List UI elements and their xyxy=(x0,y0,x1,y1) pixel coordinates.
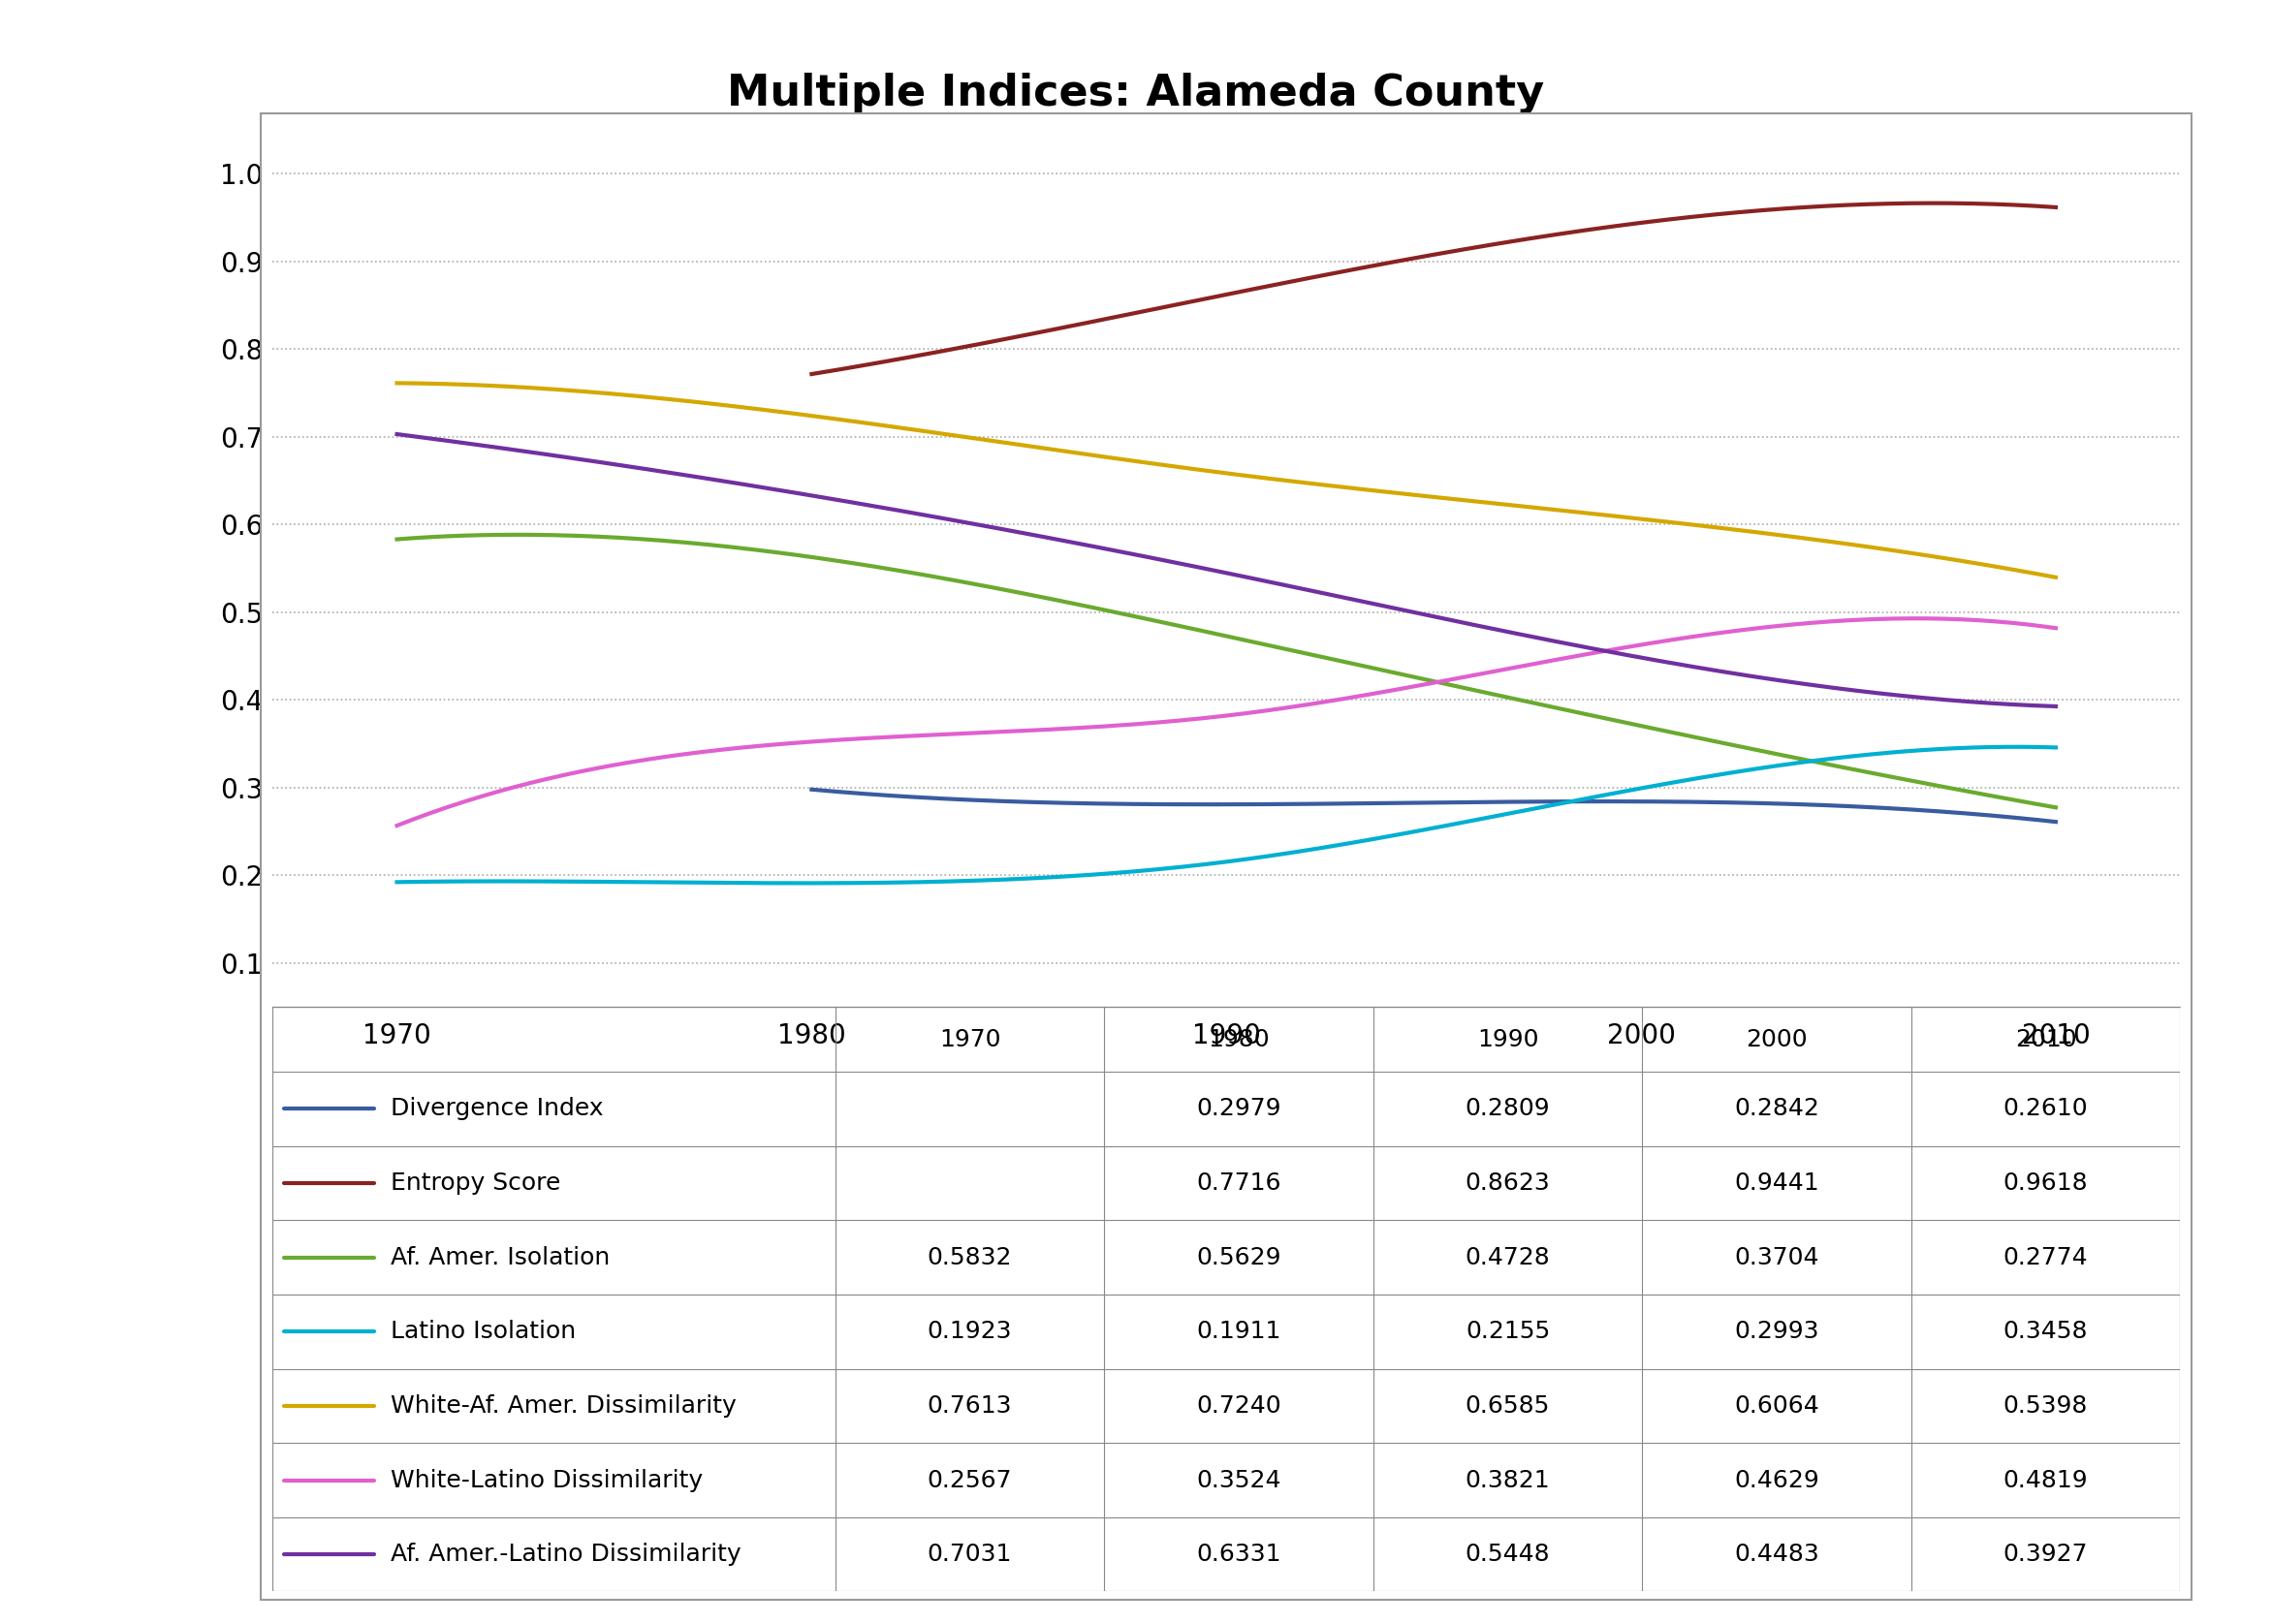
Text: 0.7031: 0.7031 xyxy=(927,1543,1013,1566)
Text: Latino Isolation: Latino Isolation xyxy=(391,1320,577,1343)
Text: 0.5448: 0.5448 xyxy=(1465,1543,1551,1566)
Text: 0.4728: 0.4728 xyxy=(1465,1246,1551,1268)
Text: 0.4819: 0.4819 xyxy=(2003,1468,2087,1492)
Text: 1980: 1980 xyxy=(1208,1028,1269,1051)
Text: 2010: 2010 xyxy=(2014,1028,2076,1051)
Text: 0.3704: 0.3704 xyxy=(1735,1246,1819,1268)
Text: 0.4629: 0.4629 xyxy=(1735,1468,1819,1492)
Text: 0.5398: 0.5398 xyxy=(2003,1395,2087,1418)
Text: 0.7716: 0.7716 xyxy=(1197,1171,1281,1195)
Text: 0.2979: 0.2979 xyxy=(1197,1098,1281,1121)
Text: 0.2774: 0.2774 xyxy=(2003,1246,2087,1268)
Text: 0.2809: 0.2809 xyxy=(1465,1098,1551,1121)
Text: 0.3927: 0.3927 xyxy=(2003,1543,2087,1566)
Text: 0.2993: 0.2993 xyxy=(1735,1320,1819,1343)
Text: 1970: 1970 xyxy=(938,1028,1002,1051)
Text: 0.1911: 0.1911 xyxy=(1197,1320,1281,1343)
Text: 0.3458: 0.3458 xyxy=(2003,1320,2087,1343)
Text: White-Latino Dissimilarity: White-Latino Dissimilarity xyxy=(391,1468,704,1492)
Text: 0.7240: 0.7240 xyxy=(1197,1395,1281,1418)
Text: 0.6331: 0.6331 xyxy=(1197,1543,1281,1566)
Text: 1990: 1990 xyxy=(1476,1028,1537,1051)
Text: 0.4483: 0.4483 xyxy=(1735,1543,1819,1566)
Text: 2000: 2000 xyxy=(1746,1028,1808,1051)
Text: 0.6064: 0.6064 xyxy=(1735,1395,1819,1418)
Text: 0.2842: 0.2842 xyxy=(1735,1098,1819,1121)
Text: Multiple Indices: Alameda County: Multiple Indices: Alameda County xyxy=(727,73,1544,115)
Text: Af. Amer. Isolation: Af. Amer. Isolation xyxy=(391,1246,611,1268)
Text: 0.5832: 0.5832 xyxy=(927,1246,1013,1268)
Text: 0.2155: 0.2155 xyxy=(1465,1320,1551,1343)
Text: 0.6585: 0.6585 xyxy=(1465,1395,1551,1418)
Text: 0.8623: 0.8623 xyxy=(1465,1171,1551,1195)
Text: 0.2610: 0.2610 xyxy=(2003,1098,2087,1121)
Text: 0.1923: 0.1923 xyxy=(927,1320,1013,1343)
Text: 0.9618: 0.9618 xyxy=(2003,1171,2087,1195)
Text: 0.2567: 0.2567 xyxy=(927,1468,1013,1492)
Text: Divergence Index: Divergence Index xyxy=(391,1098,604,1121)
Text: Af. Amer.-Latino Dissimilarity: Af. Amer.-Latino Dissimilarity xyxy=(391,1543,740,1566)
Text: 0.9441: 0.9441 xyxy=(1735,1171,1819,1195)
Text: 0.7613: 0.7613 xyxy=(927,1395,1013,1418)
Text: White-Af. Amer. Dissimilarity: White-Af. Amer. Dissimilarity xyxy=(391,1395,736,1418)
Text: 0.3821: 0.3821 xyxy=(1465,1468,1551,1492)
Text: Entropy Score: Entropy Score xyxy=(391,1171,561,1195)
Text: 0.5629: 0.5629 xyxy=(1197,1246,1281,1268)
Text: 0.3524: 0.3524 xyxy=(1197,1468,1281,1492)
